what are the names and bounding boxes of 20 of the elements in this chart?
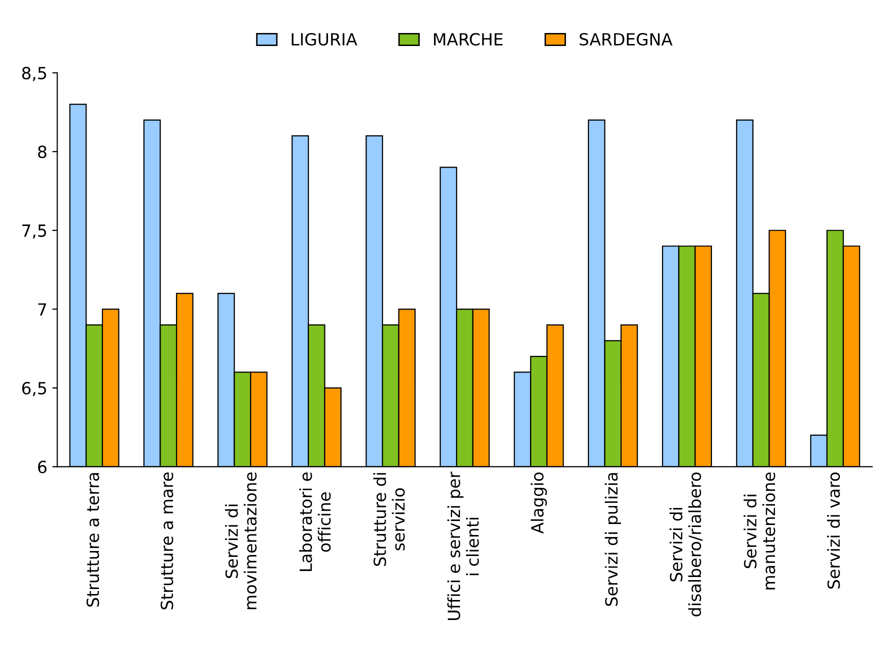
x-tick-label: Servizi di pulizia bbox=[604, 473, 621, 606]
x-tick-label: Alaggio bbox=[530, 472, 547, 534]
y-tick-label: 7 bbox=[38, 303, 46, 316]
y-tick-label: 8 bbox=[38, 146, 46, 158]
x-tick-label: Servizi di manutenzione bbox=[744, 472, 776, 590]
x-tick-label: Servizi di movimentazione bbox=[225, 472, 257, 610]
x-tick-label: Laboratori e officine bbox=[299, 472, 331, 572]
y-tick-label: 6,5 bbox=[22, 382, 46, 396]
legend-label: MARCHE bbox=[434, 32, 503, 46]
x-tick-label: Strutture a mare bbox=[160, 472, 174, 610]
x-tick-label: Uffici e servizi per i clienti bbox=[447, 472, 479, 620]
y-tick-label: 6 bbox=[38, 460, 46, 474]
x-tick-label: Servizi di varo bbox=[827, 472, 840, 589]
y-tick-label: 8,5 bbox=[22, 66, 46, 82]
legend-label: SARDEGNA bbox=[580, 32, 672, 46]
x-tick-label: Servizi di disalbero/rialbero bbox=[670, 472, 702, 616]
legend-label: LIGURIA bbox=[292, 32, 358, 46]
y-tick-label: 7,5 bbox=[22, 224, 46, 239]
x-tick-label: Strutture a terra bbox=[86, 473, 100, 607]
x-tick-label: Strutture di servizio bbox=[373, 473, 405, 566]
